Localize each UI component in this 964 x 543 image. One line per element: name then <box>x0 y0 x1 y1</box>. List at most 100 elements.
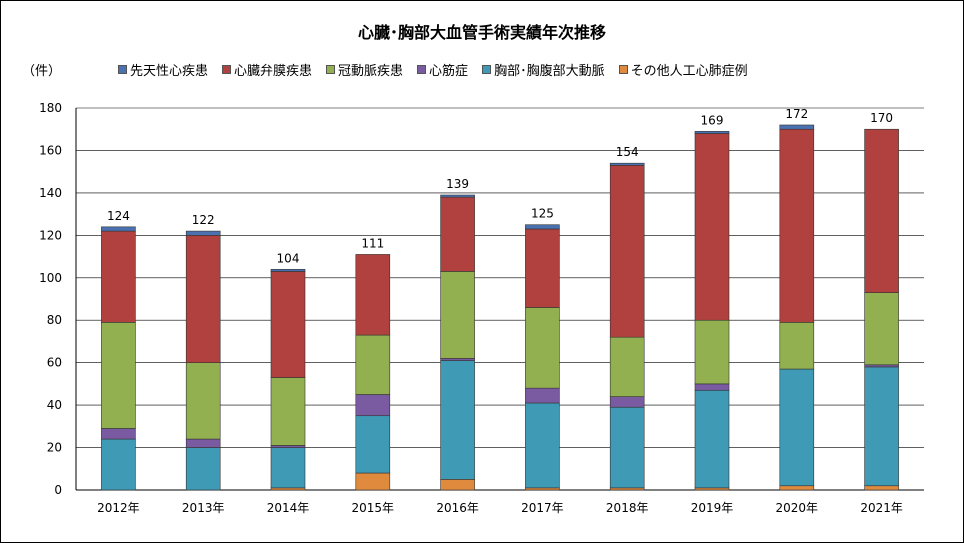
bar-segment <box>864 128 899 293</box>
bar-segment <box>101 438 136 491</box>
legend: 先天性心疾患 心臓弁膜疾患 冠動脈疾患 心筋症 胸部･胸腹部大動脈 その他人工心肺症例 <box>118 60 762 79</box>
legend-label: 心筋症 <box>429 64 469 79</box>
legend-item: 冠動脈疾患 <box>326 60 403 79</box>
legend-item: 先天性心疾患 <box>118 60 208 79</box>
total-label: 139 <box>446 177 469 191</box>
legend-label: 胸部･胸腹部大動脈 <box>494 64 605 79</box>
bar-segment <box>270 445 306 448</box>
y-tick-label: 0 <box>54 483 62 497</box>
bar-segment <box>440 479 475 491</box>
total-label: 124 <box>107 209 130 223</box>
bar-segment <box>525 402 560 489</box>
x-tick-label: 2012年 <box>97 501 140 515</box>
bar-segment <box>525 307 560 389</box>
total-label: 125 <box>531 207 554 221</box>
bar-segment <box>779 368 815 487</box>
bar-segment <box>185 362 221 440</box>
bar-segment <box>525 487 560 491</box>
bar-segment <box>440 358 475 361</box>
y-tick-label: 80 <box>47 313 62 327</box>
bar-segment <box>355 394 391 417</box>
bar-segment <box>355 415 391 474</box>
bar-segment <box>270 268 306 272</box>
total-label: 169 <box>701 113 724 127</box>
legend-swatch <box>118 65 127 74</box>
x-tick-label: 2017年 <box>521 501 564 515</box>
total-label: 122 <box>192 213 215 227</box>
x-tick-label: 2019年 <box>691 501 734 515</box>
y-tick-label: 20 <box>47 441 62 455</box>
x-tick-label: 2021年 <box>860 501 903 515</box>
x-tick-label: 2016年 <box>436 501 479 515</box>
legend-swatch <box>222 65 232 74</box>
bar-segment <box>440 196 475 272</box>
legend-label: 冠動脈疾患 <box>338 64 404 79</box>
y-tick-label: 160 <box>39 143 62 157</box>
total-label: 154 <box>616 145 639 159</box>
bar-segment <box>609 406 645 489</box>
legend-swatch <box>326 65 336 74</box>
bar-segment <box>694 389 730 489</box>
legend-item: 心臓弁膜疾患 <box>222 60 312 79</box>
y-tick-label: 180 <box>39 101 62 115</box>
y-tick-label: 40 <box>47 398 62 412</box>
bar-segment <box>440 360 475 480</box>
bar-segment <box>779 485 815 491</box>
bar-segment <box>101 226 136 232</box>
bar-segment <box>185 235 221 363</box>
legend-swatch <box>482 65 492 74</box>
bar-segment <box>270 271 306 378</box>
chart-title: 心臓･胸部大血管手術実績年次推移 <box>357 23 606 42</box>
bar-segment <box>864 364 899 368</box>
bar-segment <box>101 230 136 323</box>
bar-segment <box>609 336 645 397</box>
legend-swatch <box>618 65 628 74</box>
bar-segment <box>440 271 475 359</box>
legend-label: 心臓弁膜疾患 <box>234 64 313 79</box>
bar-segment <box>609 396 645 408</box>
bar-segment <box>101 428 136 440</box>
legend-item: その他人工心肺症例 <box>618 60 748 79</box>
legend-label: 先天性心疾患 <box>130 64 209 79</box>
bar-segment <box>694 383 730 391</box>
bar-segment <box>270 447 306 489</box>
total-label: 172 <box>785 107 808 121</box>
legend-item: 胸部･胸腹部大動脈 <box>482 60 605 79</box>
bar-segment <box>864 292 899 366</box>
bar-segment <box>779 128 815 323</box>
bar-segment <box>694 319 730 385</box>
y-tick-label: 140 <box>39 186 62 200</box>
x-tick-label: 2013年 <box>182 501 225 515</box>
bar-segment <box>101 322 136 429</box>
bar-segment <box>270 377 306 446</box>
total-label: 111 <box>361 236 384 250</box>
bar-segment <box>694 133 730 321</box>
x-tick-label: 2014年 <box>267 501 310 515</box>
y-tick-label: 100 <box>39 271 62 285</box>
x-tick-label: 2015年 <box>352 501 395 515</box>
bar-segment <box>185 447 221 491</box>
legend-label: その他人工心肺症例 <box>630 64 748 79</box>
bar-segment <box>779 124 815 130</box>
bar-segment <box>355 472 391 491</box>
legend-item: 心筋症 <box>417 60 468 79</box>
total-label: 170 <box>870 111 893 125</box>
bar-segment <box>440 194 475 198</box>
bar-segment <box>355 334 391 395</box>
bar-segment <box>609 487 645 491</box>
bar-segment <box>864 366 899 487</box>
x-tick-label: 2020年 <box>776 501 819 515</box>
y-axis-unit: （件） <box>22 64 62 79</box>
y-tick-label: 60 <box>47 356 62 370</box>
bar-segment <box>864 485 899 491</box>
bar-segment <box>270 487 306 491</box>
bar-segment <box>525 228 560 308</box>
legend-swatch <box>417 65 427 74</box>
bar-segment <box>609 162 645 166</box>
bar-segment <box>525 224 560 230</box>
bar-segment <box>185 230 221 236</box>
bar-segment <box>609 165 645 338</box>
bar-segment <box>525 387 560 404</box>
bar-segment <box>694 131 730 134</box>
